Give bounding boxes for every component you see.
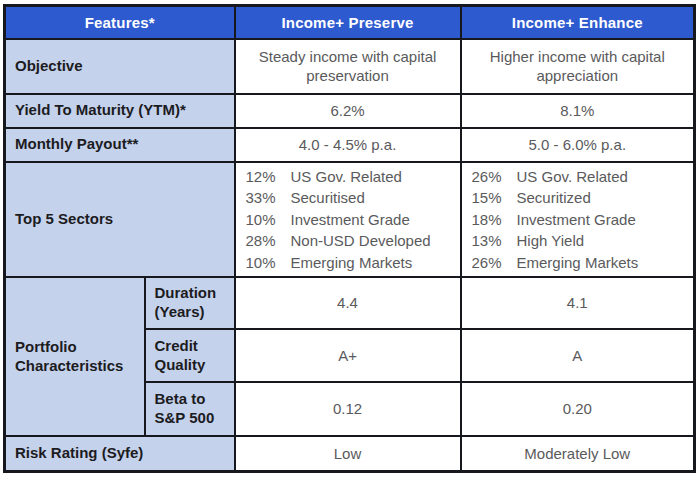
duration-sublabel-cell: Duration (Years) bbox=[145, 277, 235, 329]
sector-pct: 33% bbox=[246, 187, 291, 209]
sector-pct: 13% bbox=[472, 230, 517, 252]
ytm-preserve-cell: 6.2% bbox=[235, 94, 461, 128]
sector-name: US Gov. Related bbox=[517, 166, 690, 188]
sector-pct: 12% bbox=[246, 166, 291, 188]
sector-item: 26%US Gov. Related bbox=[472, 166, 690, 188]
sector-name: Emerging Markets bbox=[517, 252, 690, 274]
duration-enhance-cell: 4.1 bbox=[461, 277, 695, 329]
sector-name: Investment Grade bbox=[517, 209, 690, 231]
payout-preserve-cell: 4.0 - 4.5% p.a. bbox=[235, 128, 461, 162]
sector-item: 15%Securitized bbox=[472, 187, 690, 209]
credit-quality-sublabel-cell: Credit Quality bbox=[145, 329, 235, 382]
sector-pct: 26% bbox=[472, 252, 517, 274]
ytm-row: Yield To Maturity (YTM)* 6.2% 8.1% bbox=[5, 94, 695, 128]
ytm-enhance-cell: 8.1% bbox=[461, 94, 695, 128]
sector-item: 33%Securitised bbox=[246, 187, 456, 209]
sector-pct: 10% bbox=[246, 209, 291, 231]
preserve-header-cell: Income+ Preserve bbox=[235, 6, 461, 39]
top5-sectors-label-cell: Top 5 Sectors bbox=[5, 162, 235, 278]
sector-item: 10%Emerging Markets bbox=[246, 252, 456, 274]
beta-preserve-cell: 0.12 bbox=[235, 382, 461, 436]
risk-enhance-cell: Moderately Low bbox=[461, 436, 695, 471]
risk-rating-label-cell: Risk Rating (Syfe) bbox=[5, 436, 235, 471]
sector-name: US Gov. Related bbox=[291, 166, 456, 188]
risk-rating-row: Risk Rating (Syfe) Low Moderately Low bbox=[5, 436, 695, 471]
header-row: Features* Income+ Preserve Income+ Enhan… bbox=[5, 6, 695, 39]
top5-preserve-cell: 12%US Gov. Related 33%Securitised 10%Inv… bbox=[235, 162, 461, 278]
sector-pct: 26% bbox=[472, 166, 517, 188]
sector-item: 13%High Yield bbox=[472, 230, 690, 252]
sector-name: High Yield bbox=[517, 230, 690, 252]
enhance-header-cell: Income+ Enhance bbox=[461, 6, 695, 39]
sector-pct: 28% bbox=[246, 230, 291, 252]
beta-enhance-cell: 0.20 bbox=[461, 382, 695, 436]
duration-row: Portfolio Characteristics Duration (Year… bbox=[5, 277, 695, 329]
sector-name: Emerging Markets bbox=[291, 252, 456, 274]
objective-label-cell: Objective bbox=[5, 39, 235, 94]
portfolio-characteristics-label-cell: Portfolio Characteristics bbox=[5, 277, 145, 436]
duration-preserve-cell: 4.4 bbox=[235, 277, 461, 329]
sector-item: 28%Non-USD Developed bbox=[246, 230, 456, 252]
sector-item: 26%Emerging Markets bbox=[472, 252, 690, 274]
sector-item: 18%Investment Grade bbox=[472, 209, 690, 231]
ytm-label-cell: Yield To Maturity (YTM)* bbox=[5, 94, 235, 128]
sector-pct: 18% bbox=[472, 209, 517, 231]
top5-enhance-cell: 26%US Gov. Related 15%Securitized 18%Inv… bbox=[461, 162, 695, 278]
payout-enhance-cell: 5.0 - 6.0% p.a. bbox=[461, 128, 695, 162]
sector-name: Securitised bbox=[291, 187, 456, 209]
payout-row: Monthly Payout** 4.0 - 4.5% p.a. 5.0 - 6… bbox=[5, 128, 695, 162]
sector-pct: 15% bbox=[472, 187, 517, 209]
top5-sectors-row: Top 5 Sectors 12%US Gov. Related 33%Secu… bbox=[5, 162, 695, 278]
risk-preserve-cell: Low bbox=[235, 436, 461, 471]
beta-sublabel-cell: Beta to S&P 500 bbox=[145, 382, 235, 436]
features-comparison-table: Features* Income+ Preserve Income+ Enhan… bbox=[3, 4, 696, 473]
sector-name: Non-USD Developed bbox=[291, 230, 456, 252]
payout-label-cell: Monthly Payout** bbox=[5, 128, 235, 162]
sector-item: 10%Investment Grade bbox=[246, 209, 456, 231]
features-header-cell: Features* bbox=[5, 6, 235, 39]
sector-pct: 10% bbox=[246, 252, 291, 274]
sector-name: Investment Grade bbox=[291, 209, 456, 231]
sector-name: Securitized bbox=[517, 187, 690, 209]
objective-preserve-cell: Steady income with capital preservation bbox=[235, 39, 461, 94]
credit-enhance-cell: A bbox=[461, 329, 695, 382]
objective-enhance-cell: Higher income with capital appreciation bbox=[461, 39, 695, 94]
sector-item: 12%US Gov. Related bbox=[246, 166, 456, 188]
credit-preserve-cell: A+ bbox=[235, 329, 461, 382]
objective-row: Objective Steady income with capital pre… bbox=[5, 39, 695, 94]
